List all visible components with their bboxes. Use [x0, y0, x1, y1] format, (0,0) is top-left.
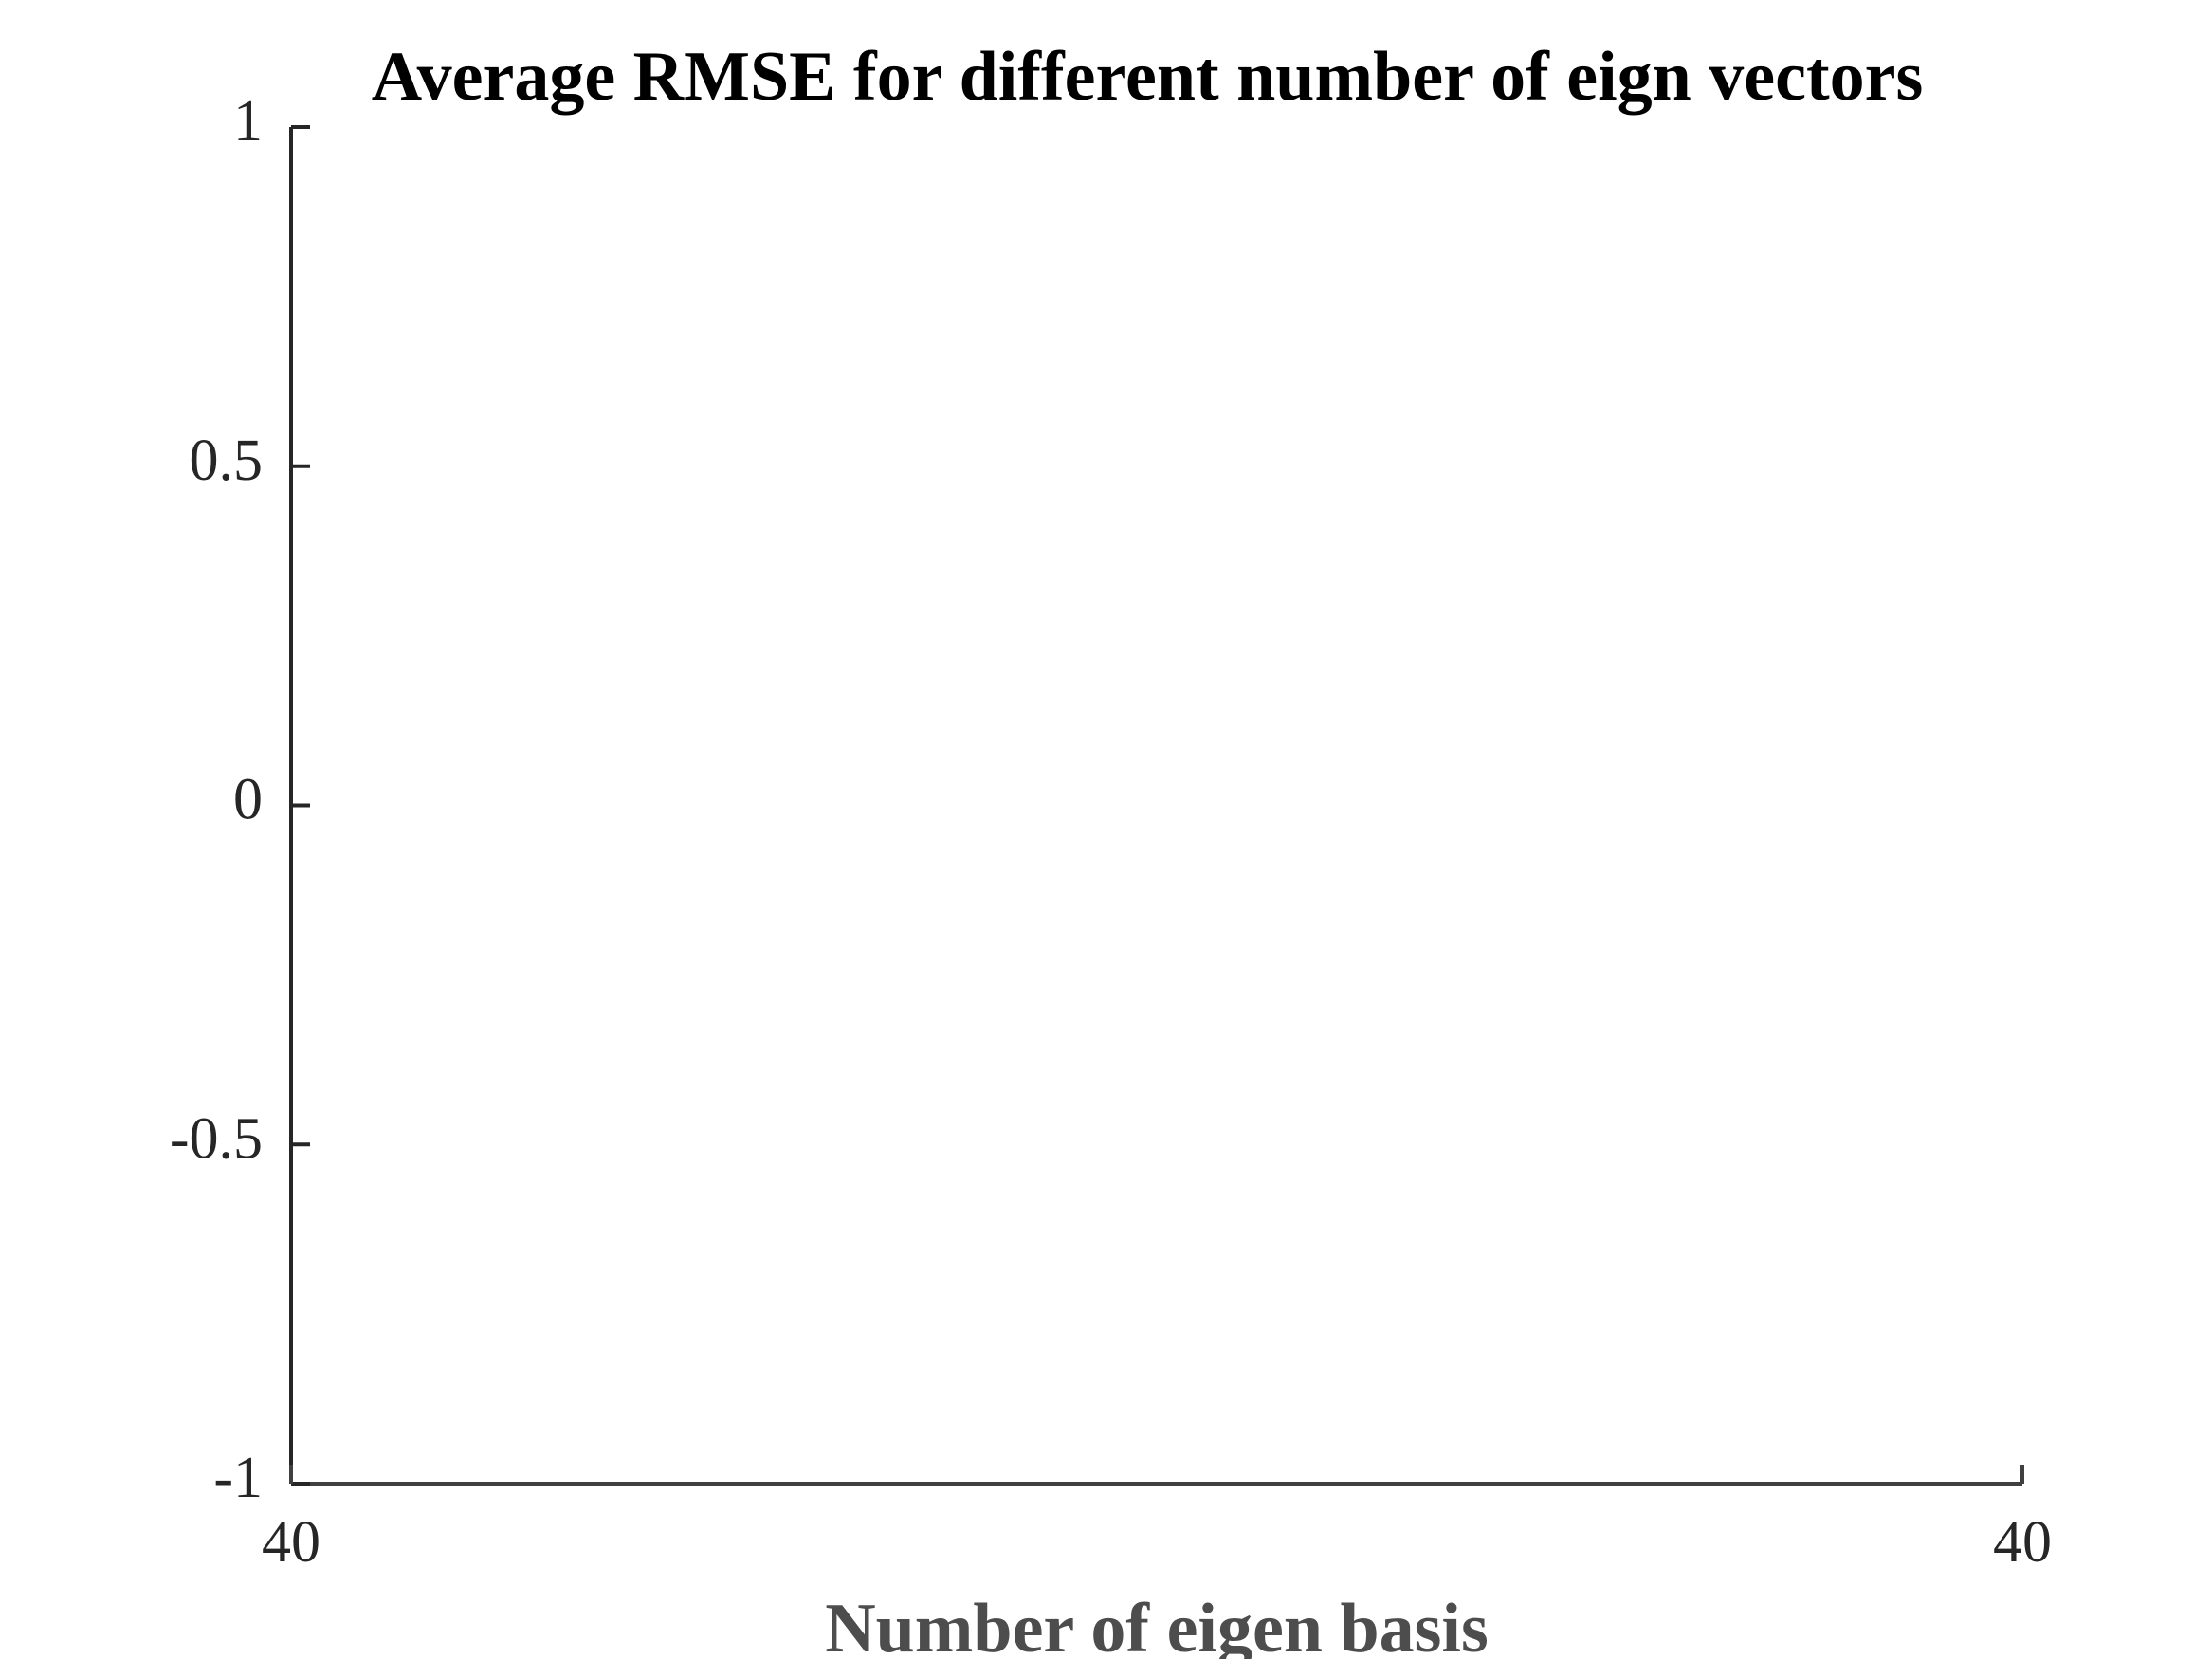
x-tick-label: 40: [262, 1510, 320, 1575]
chart-title: Average RMSE for different number of eig…: [372, 38, 1924, 116]
y-tick-label: -1: [213, 1446, 263, 1510]
y-tick-label: -0.5: [170, 1106, 263, 1171]
x-tick-label: 40: [1993, 1510, 2052, 1575]
y-tick-label: 0: [233, 768, 263, 832]
y-tick-label: 1: [233, 89, 263, 154]
x-axis-label: Number of eigen basis: [825, 1590, 1489, 1659]
y-tick-label: 0.5: [190, 428, 264, 493]
